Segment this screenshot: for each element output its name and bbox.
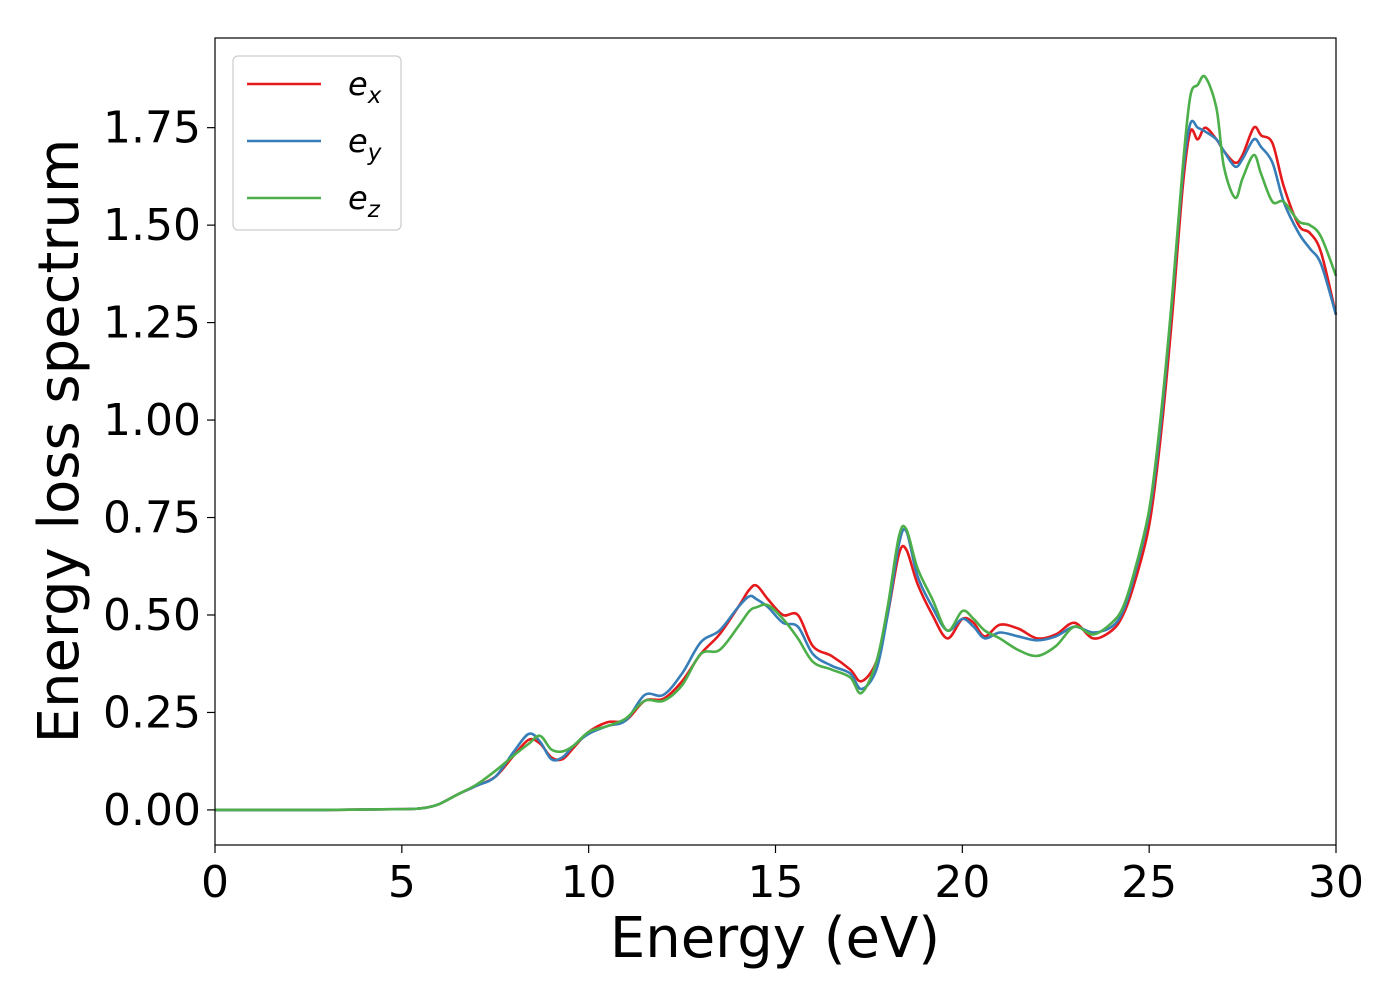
y-tick-label: 0.00 (103, 785, 201, 836)
y-tick-label: 1.00 (103, 395, 201, 446)
y-axis-ticks: 0.00 0.25 0.50 0.75 1.00 1.25 1.50 1.75 (103, 103, 215, 836)
legend-label-x: ex (348, 65, 382, 109)
x-tick-label: 0 (201, 857, 229, 908)
x-tick-label: 25 (1121, 857, 1177, 908)
x-axis-title: Energy (eV) (610, 906, 940, 971)
legend: ex ey ez (232, 55, 402, 231)
y-tick-label: 1.25 (103, 298, 201, 349)
x-tick-label: 15 (748, 857, 804, 908)
y-tick-label: 0.25 (103, 687, 201, 738)
legend-label-z: ez (348, 179, 381, 223)
legend-box (232, 55, 402, 231)
y-tick-label: 1.75 (103, 103, 201, 154)
y-tick-label: 0.75 (103, 493, 201, 544)
legend-label-y: ey (348, 122, 382, 166)
x-tick-label: 5 (388, 857, 416, 908)
plot-lines (214, 74, 1338, 812)
legend-entries: ex ey ez (247, 65, 382, 223)
x-tick-label: 30 (1308, 857, 1364, 908)
y-tick-label: 0.50 (103, 590, 201, 641)
series-line-z (214, 74, 1338, 812)
y-axis-title: Energy loss spectrum (27, 139, 92, 744)
y-tick-label: 1.50 (103, 200, 201, 251)
x-axis-ticks: 0 5 10 15 20 25 30 (201, 845, 1364, 908)
x-tick-label: 20 (934, 857, 990, 908)
x-tick-label: 10 (561, 857, 617, 908)
